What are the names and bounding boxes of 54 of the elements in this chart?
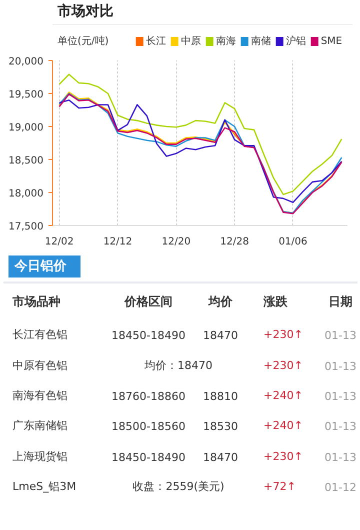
text: +230↑: [264, 359, 303, 372]
text: +230↑: [264, 450, 303, 463]
y-tick-label: 17,500: [8, 222, 44, 232]
text: 18450-18490: [112, 451, 186, 464]
text: +72↑: [264, 480, 296, 493]
text: 18760-18860: [112, 390, 186, 403]
text: 18500-18560: [112, 420, 186, 433]
text: 价格区间: [124, 294, 172, 308]
legend-label: SME: [320, 36, 342, 47]
x-tick-label: 12/28: [220, 236, 249, 248]
chart-title: 市场对比: [56, 2, 114, 20]
legend-label: 南海: [216, 35, 236, 47]
y-tick-label: 18,000: [8, 188, 44, 200]
legend-label: 南储: [250, 35, 271, 47]
text: 18450-18490: [112, 329, 186, 342]
x-tick-label: 12/02: [44, 236, 74, 248]
x-tick-label: 12/20: [162, 236, 191, 248]
text: 18470: [203, 451, 238, 464]
text: 广东南储铝: [12, 419, 68, 432]
text: 收盘：2559(美元): [132, 480, 224, 493]
text: 今日铝价: [14, 259, 68, 274]
text: 日期: [328, 294, 352, 308]
text: 18810: [203, 390, 238, 403]
text: 18470: [203, 329, 238, 342]
legend-label: 沪铝: [286, 35, 306, 47]
legend-label: 中原: [180, 35, 201, 47]
text: 01-12: [324, 481, 356, 494]
text: +230↑: [264, 328, 303, 341]
text: 涨跌: [262, 294, 288, 308]
y-tick-label: 18,500: [8, 156, 44, 166]
x-tick-label: 12/12: [103, 236, 132, 248]
text: 01-13: [324, 420, 356, 433]
text: +240↑: [264, 389, 303, 402]
text: 市场品种: [12, 294, 60, 308]
text: 上海现货铝: [12, 450, 68, 463]
text: 01-13: [324, 390, 356, 403]
y-axis-title: 单位(元/吨): [58, 35, 109, 47]
x-tick-label: 01/06: [278, 236, 308, 248]
text: 均价：18470: [144, 359, 213, 372]
line-series: [58, 74, 342, 196]
text: 均价: [208, 294, 234, 308]
y-tick-label: 20,000: [8, 56, 44, 68]
text: 01-13: [324, 360, 356, 373]
text: 01-13: [324, 329, 356, 342]
text: 18530: [203, 420, 238, 433]
text: LmeS_铝3M: [12, 480, 76, 493]
legend-label: 长江: [146, 35, 166, 47]
text: 长江有色铝: [12, 328, 68, 341]
text: +240↑: [264, 419, 303, 432]
text: 南海有色铝: [12, 389, 68, 402]
y-tick-label: 19,500: [8, 90, 44, 100]
text: 中原有色铝: [12, 359, 68, 372]
text: 01-13: [324, 451, 356, 464]
y-tick-label: 19,000: [8, 122, 44, 134]
